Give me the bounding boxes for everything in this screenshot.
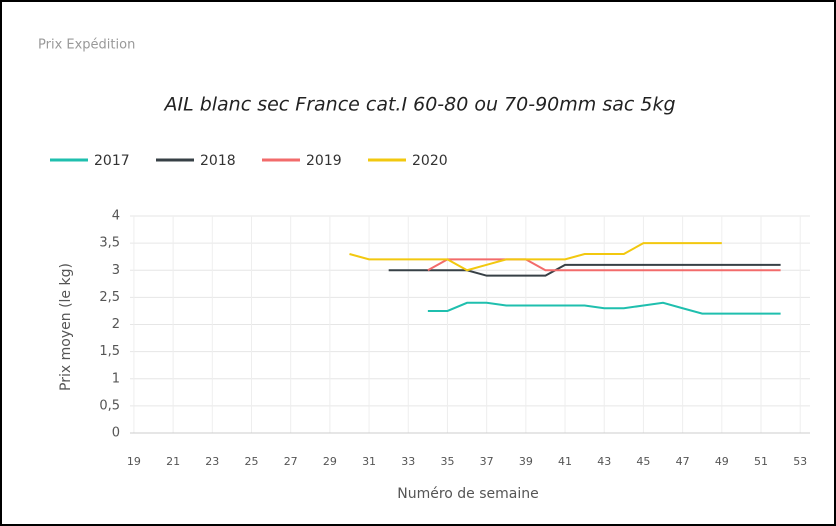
x-tick-label: 27 bbox=[284, 455, 298, 468]
x-tick-label: 45 bbox=[636, 455, 650, 468]
x-tick-label: 41 bbox=[558, 455, 572, 468]
x-tick-label: 35 bbox=[440, 455, 454, 468]
legend-label: 2019 bbox=[306, 153, 342, 169]
x-tick-label: 43 bbox=[597, 455, 611, 468]
x-tick-label: 29 bbox=[323, 455, 337, 468]
y-tick-label: 4 bbox=[112, 209, 120, 224]
x-tick-label: 21 bbox=[166, 455, 180, 468]
y-tick-label: 3 bbox=[112, 263, 120, 278]
x-tick-label: 25 bbox=[244, 455, 258, 468]
y-tick-label: 2 bbox=[112, 317, 120, 332]
y-tick-label: 1,5 bbox=[99, 344, 120, 359]
panel-title: Prix Expédition bbox=[38, 38, 135, 53]
legend-label: 2018 bbox=[200, 153, 236, 169]
x-tick-label: 51 bbox=[754, 455, 768, 468]
y-tick-label: 3,5 bbox=[99, 236, 120, 251]
legend-label: 2017 bbox=[94, 153, 130, 169]
x-tick-label: 47 bbox=[676, 455, 690, 468]
series-line bbox=[388, 263, 781, 277]
y-tick-label: 0,5 bbox=[99, 398, 120, 413]
y-tick-label: 2,5 bbox=[99, 290, 120, 305]
x-tick-label: 37 bbox=[480, 455, 494, 468]
series-line bbox=[427, 258, 781, 272]
series-line bbox=[427, 301, 781, 315]
x-tick-label: 33 bbox=[401, 455, 415, 468]
legend-label: 2020 bbox=[412, 153, 448, 169]
y-tick-label: 0 bbox=[112, 426, 120, 441]
x-tick-label: 49 bbox=[715, 455, 729, 468]
x-tick-label: 53 bbox=[793, 455, 807, 468]
x-tick-label: 23 bbox=[205, 455, 219, 468]
x-axis-label: Numéro de semaine bbox=[397, 486, 539, 502]
series-line bbox=[349, 242, 722, 272]
x-tick-label: 19 bbox=[127, 455, 141, 468]
y-tick-label: 1 bbox=[112, 371, 120, 386]
y-axis-label: Prix moyen (le kg) bbox=[58, 263, 74, 391]
chart-title: AIL blanc sec France cat.I 60-80 ou 70-9… bbox=[162, 94, 675, 116]
x-tick-label: 31 bbox=[362, 455, 376, 468]
x-tick-label: 39 bbox=[519, 455, 533, 468]
